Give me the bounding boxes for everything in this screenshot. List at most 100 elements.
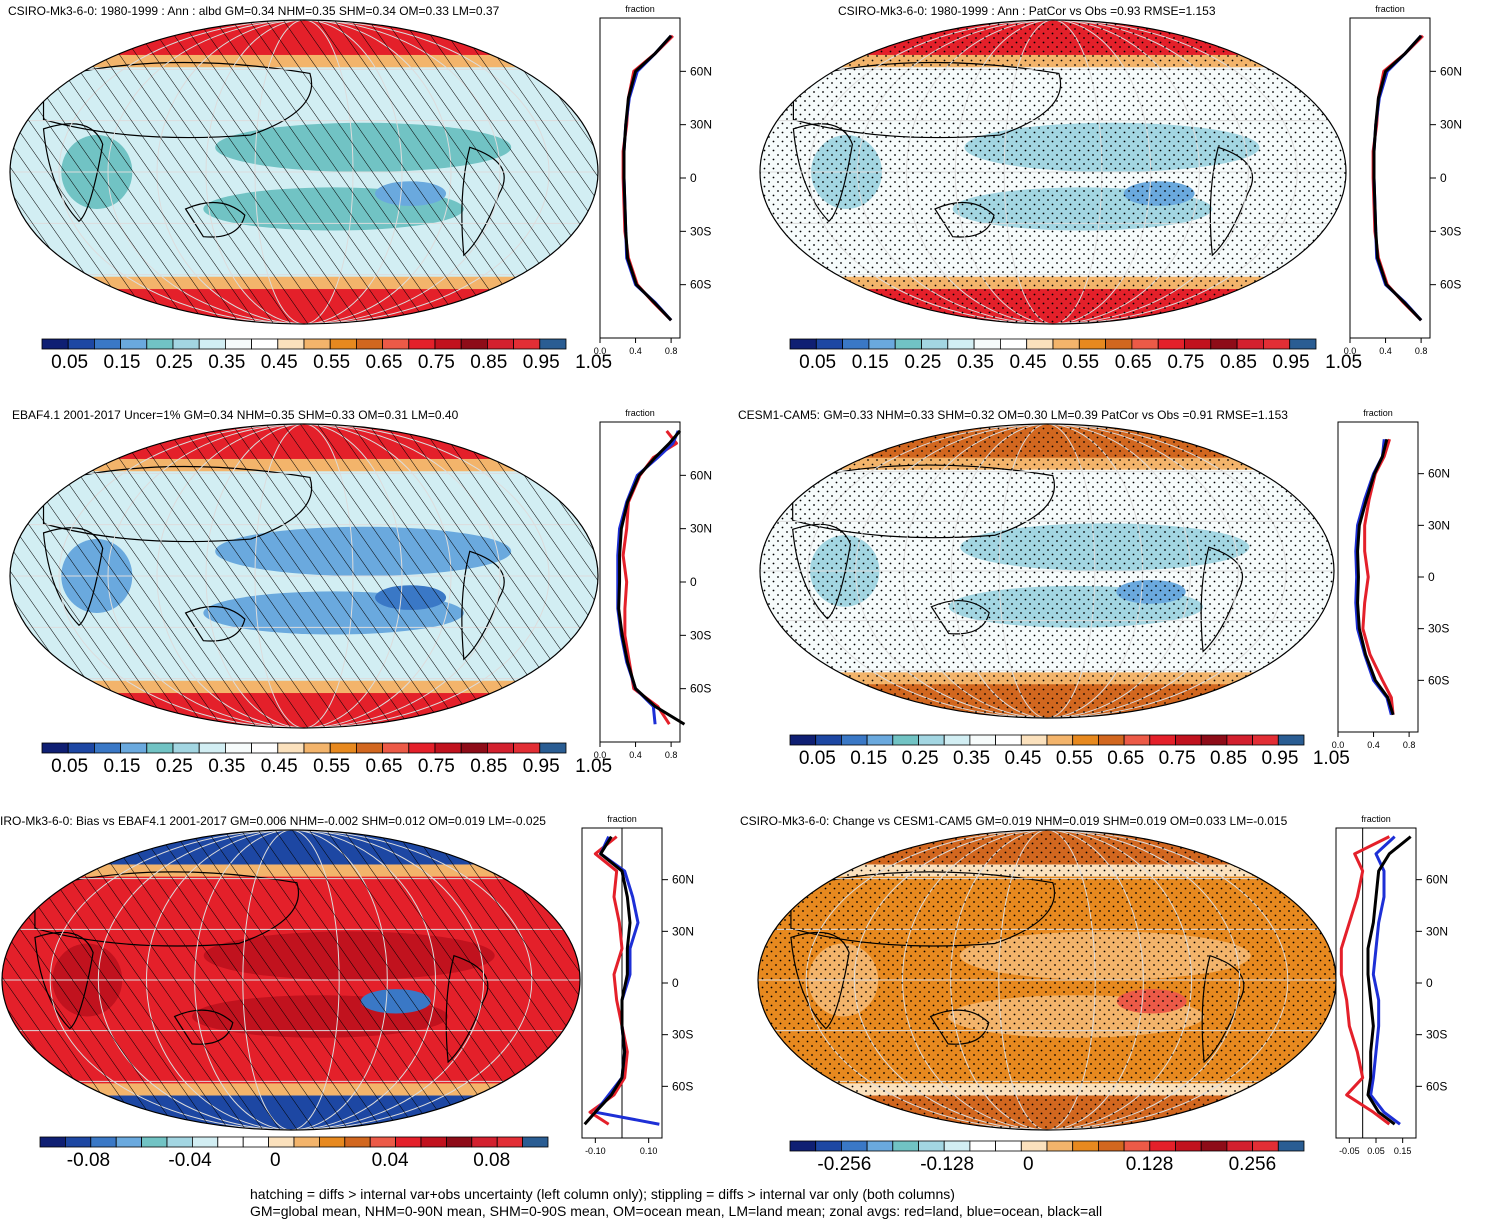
map-border (759, 423, 1335, 719)
lat-tick-label: 30S (1426, 1028, 1447, 1042)
colorbar-swatch (460, 742, 488, 754)
colorbar-swatch (382, 338, 410, 350)
colorbar-tick-label: 0.08 (473, 1150, 511, 1171)
colorbar-swatch (513, 338, 541, 350)
stippling-overlay (760, 20, 1346, 324)
colorbar-swatch (1226, 1140, 1253, 1152)
x-tick-label: 0.0 (594, 750, 607, 760)
colorbar-swatch (382, 742, 410, 754)
colorbar-swatch (918, 734, 945, 746)
colorbar-swatch (1131, 338, 1159, 350)
lat-tick-label: 30S (690, 224, 711, 238)
colorbar-tick-label: 0.25 (901, 748, 939, 769)
x-tick-label: 0.8 (665, 346, 678, 356)
colorbar-swatch (539, 742, 567, 754)
colorbar (41, 338, 567, 350)
colorbar-tick-label: 0.256 (1228, 1154, 1277, 1175)
zonal-title: fraction (625, 408, 655, 418)
x-tick-label: 0.05 (1367, 1146, 1385, 1156)
x-tick-label: 0.10 (640, 1146, 658, 1156)
lat-tick-label: 30N (672, 924, 694, 938)
colorbar-swatch (303, 742, 331, 754)
colorbar-tick-label: 0.45 (1004, 748, 1042, 769)
x-tick-label: 0.0 (1332, 740, 1345, 750)
colorbar-swatch (1175, 734, 1202, 746)
lat-tick-label: 30N (1426, 924, 1448, 938)
colorbar-swatch (217, 1136, 244, 1148)
colorbar-tick-label: 0.75 (1158, 748, 1196, 769)
colorbar-swatch (329, 742, 357, 754)
colorbar-tick-label: 0.65 (365, 756, 403, 777)
colorbar-swatch (1236, 338, 1264, 350)
colorbar-swatch (1277, 734, 1305, 746)
colorbar-tick-label: 0.25 (155, 352, 193, 373)
colorbar-tick-label: 0.25 (904, 352, 942, 373)
colorbar-tick-label: 0.65 (1114, 352, 1152, 373)
colorbar-swatch (344, 1136, 371, 1148)
colorbar (789, 338, 1317, 350)
colorbar-swatch (67, 742, 95, 754)
colorbar-tick-label: 1.05 (1325, 352, 1363, 373)
colorbar-swatch (303, 338, 331, 350)
colorbar-swatch (1149, 734, 1176, 746)
colorbar-swatch (1149, 1140, 1176, 1152)
x-tick-label: -0.10 (585, 1146, 606, 1156)
colorbar-swatch (815, 338, 843, 350)
colorbar-swatch (1046, 1140, 1074, 1152)
zonal-series-land (1339, 835, 1391, 1126)
x-tick-label: 0.8 (1415, 346, 1428, 356)
colorbar-swatch (1097, 734, 1125, 746)
colorbar-swatch (841, 1140, 868, 1152)
zonal-series-land (1361, 438, 1395, 715)
colorbar-swatch (842, 338, 870, 350)
colorbar-swatch (789, 1140, 817, 1152)
colorbar-tick-label: 1.05 (575, 756, 613, 777)
map-plot (757, 829, 1337, 1131)
colorbar (41, 742, 567, 754)
colorbar-tick-label: 0.05 (799, 352, 837, 373)
colorbar-swatch (198, 338, 226, 350)
map-border (9, 423, 599, 729)
colorbar-tick-label: 0.05 (798, 748, 836, 769)
x-tick-label: 0.4 (1379, 346, 1392, 356)
colorbar-swatch (513, 742, 541, 754)
colorbar-swatch (434, 742, 462, 754)
colorbar-swatch (251, 742, 279, 754)
colorbar-swatch (64, 1136, 92, 1148)
panel-title: EBAF4.1 2001-2017 Uncer=1% GM=0.34 NHM=0… (12, 408, 459, 422)
lat-tick-label: 60N (1426, 873, 1448, 887)
colorbar-swatch (115, 1136, 142, 1148)
colorbar-swatch (947, 338, 975, 350)
lat-tick-label: 30N (1428, 518, 1450, 532)
hatching-overlay (2, 830, 580, 1130)
colorbar-swatch (146, 742, 174, 754)
colorbar-swatch (1072, 734, 1099, 746)
colorbar-swatch (866, 1140, 894, 1152)
colorbar-swatch (486, 338, 514, 350)
map-plot (1, 829, 581, 1131)
zonal-series-ocean (1369, 835, 1401, 1126)
colorbar-swatch (522, 1136, 549, 1148)
colorbar-swatch (1046, 734, 1074, 746)
colorbar-tick-label: 0.15 (851, 352, 889, 373)
colorbar-tick-label: 0.55 (1055, 748, 1093, 769)
zonal-series-all (622, 34, 673, 322)
colorbar-tick-label: 0.55 (1062, 352, 1100, 373)
zonal-series-all (1356, 438, 1395, 716)
colorbar-swatch (434, 338, 462, 350)
colorbar (789, 1140, 1305, 1152)
colorbar-swatch (1200, 1140, 1228, 1152)
panel-title: CSIRO-Mk3-6-0: 1980-1999 : Ann : albd GM… (8, 4, 500, 18)
lat-tick-label: 0 (690, 171, 697, 185)
lat-tick-label: 0 (672, 976, 679, 990)
colorbar-swatch (1184, 338, 1212, 350)
map-border (9, 19, 599, 325)
colorbar-swatch (841, 734, 868, 746)
zonal-title: fraction (607, 814, 637, 824)
zonal-mean-plot: fraction 60N 30N 0 30S 60S -0.05 0.05 0.15 (1335, 814, 1448, 1156)
colorbar-swatch (39, 1136, 66, 1148)
zonal-title: fraction (1361, 814, 1391, 824)
footer-note-2: GM=global mean, NHM=0-90N mean, SHM=0-90… (250, 1203, 1103, 1219)
colorbar-tick-label: 0.45 (260, 756, 298, 777)
lat-tick-label: 30N (690, 522, 712, 536)
